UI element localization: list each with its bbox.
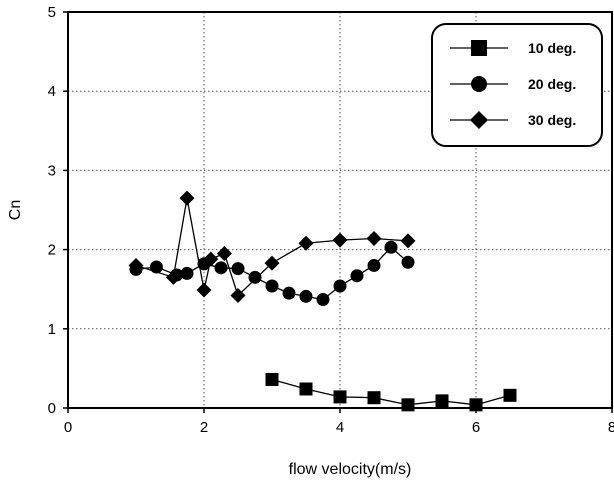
y-tick-label: 1	[48, 321, 56, 338]
data-point	[316, 292, 330, 306]
legend-label: 30 deg.	[528, 112, 576, 128]
data-point	[203, 251, 219, 267]
data-point	[196, 282, 212, 298]
data-point	[367, 258, 381, 272]
data-point	[230, 288, 246, 304]
legend-label: 20 deg.	[528, 76, 576, 92]
y-tick-label: 2	[48, 242, 56, 259]
data-point	[216, 246, 232, 262]
data-point	[400, 233, 416, 249]
series-diamond	[128, 190, 416, 304]
data-point	[179, 190, 195, 206]
data-point	[180, 266, 194, 280]
data-point	[231, 262, 245, 276]
series-square	[265, 372, 517, 412]
data-point	[298, 235, 314, 251]
data-point	[332, 232, 348, 248]
legend-marker	[471, 40, 487, 56]
data-point	[214, 261, 228, 275]
data-point	[366, 231, 382, 247]
series-layer	[128, 190, 517, 412]
x-tick-label: 4	[336, 419, 344, 436]
y-tick-label: 4	[48, 83, 56, 100]
y-tick-label: 0	[48, 400, 56, 417]
data-point	[333, 279, 347, 293]
data-point	[333, 390, 347, 404]
x-tick-label: 6	[472, 419, 480, 436]
axes: 0 2 4 6 8 0 1 2 3 4 5	[48, 4, 614, 436]
data-point	[469, 398, 483, 412]
x-tick-label: 8	[608, 419, 614, 436]
data-point	[401, 255, 415, 269]
data-point	[299, 382, 313, 396]
legend-box	[431, 23, 603, 147]
legend-label: 10 deg.	[528, 40, 576, 56]
data-point	[265, 279, 279, 293]
legend-marker	[471, 76, 487, 92]
data-point	[503, 388, 517, 402]
data-point	[282, 286, 296, 300]
legend: 10 deg. 20 deg. 30 deg.	[431, 23, 603, 147]
x-tick-label: 0	[64, 419, 72, 436]
data-point	[248, 270, 262, 284]
data-point	[350, 269, 364, 283]
data-point	[165, 269, 181, 285]
y-axis-label: Cn	[7, 200, 24, 220]
data-point	[435, 394, 449, 408]
y-tick-label: 5	[48, 4, 56, 21]
y-tick-label: 3	[48, 162, 56, 179]
data-point	[265, 372, 279, 386]
data-point	[384, 240, 398, 254]
x-tick-label: 2	[200, 419, 208, 436]
data-point	[128, 257, 144, 273]
legend-marker	[470, 111, 488, 129]
data-point	[367, 391, 381, 405]
data-point	[264, 255, 280, 271]
data-point	[299, 289, 313, 303]
data-point	[401, 398, 415, 412]
x-axis-label: flow velocity(m/s)	[289, 461, 412, 478]
